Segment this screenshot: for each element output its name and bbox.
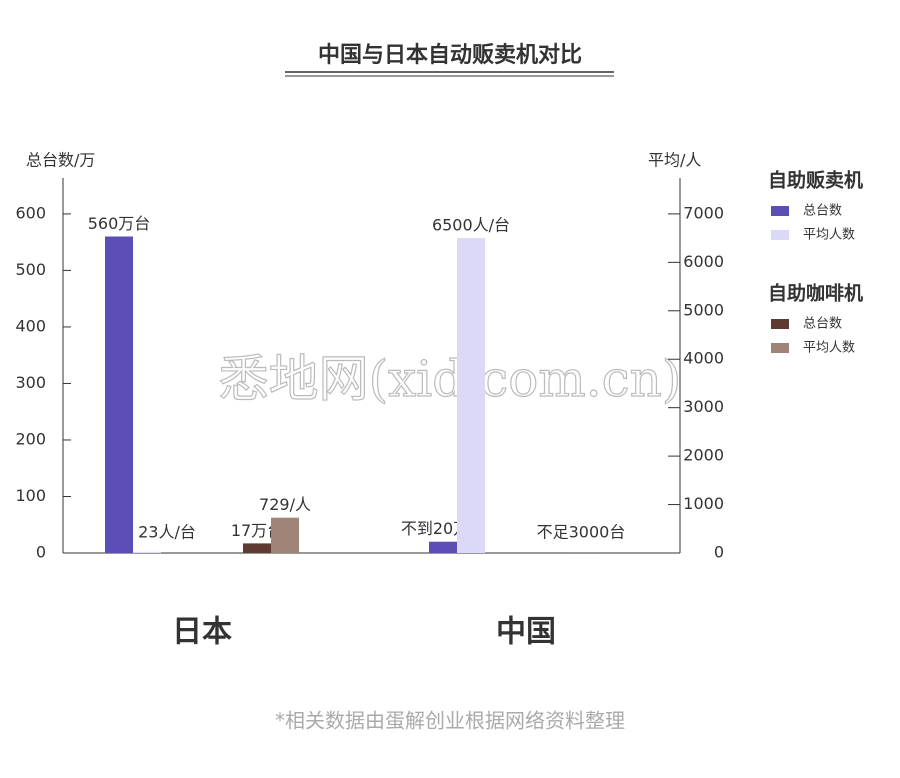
legend-swatch (771, 343, 789, 353)
legend-group-title: 自助咖啡机 (768, 282, 863, 305)
y2-tick-label: 0 (714, 543, 724, 562)
value-label: 17万台 (231, 521, 283, 540)
y-tick-label: 400 (15, 316, 46, 335)
bar (105, 236, 133, 554)
y-tick-label: 500 (15, 260, 46, 279)
y2-axis-label: 平均/人 (648, 151, 701, 170)
y2-tick-label: 3000 (683, 397, 724, 416)
legend-label: 平均人数 (803, 228, 855, 243)
legend-swatch (771, 319, 789, 329)
y2-tick-label: 1000 (683, 494, 724, 513)
y-tick-label: 0 (36, 543, 46, 562)
y-tick-label: 300 (15, 373, 46, 392)
value-label: 729/人 (259, 495, 311, 514)
legend-swatch (771, 230, 789, 240)
bar (429, 541, 457, 553)
value-label: 23人/台 (138, 523, 196, 542)
legend-label: 平均人数 (803, 341, 855, 356)
value-label: 6500人/台 (432, 216, 510, 235)
y2-tick-label: 5000 (683, 300, 724, 319)
bar (133, 551, 161, 553)
y2-tick-label: 2000 (683, 446, 724, 465)
y2-tick-label: 4000 (683, 349, 724, 368)
x-tick-label: 中国 (496, 615, 556, 650)
legend-label: 总台数 (803, 204, 842, 219)
y2-tick-label: 6000 (683, 252, 724, 271)
y-tick-label: 100 (15, 486, 46, 505)
bar (243, 543, 271, 553)
x-tick-label: 日本 (172, 615, 232, 650)
bar (457, 238, 485, 553)
value-label: 560万台 (88, 214, 151, 233)
legend-group-title: 自助贩卖机 (768, 169, 863, 192)
y-axis-label: 总台数/万 (26, 151, 95, 170)
y-tick-label: 600 (15, 203, 46, 222)
y2-tick-label: 7000 (683, 203, 724, 222)
chart-title: 中国与日本自动贩卖机对比 (318, 42, 582, 68)
legend-label: 总台数 (803, 317, 842, 332)
legend-swatch (771, 206, 789, 216)
bar (271, 517, 299, 553)
value-label: 不足3000台 (537, 523, 626, 542)
footnote: *相关数据由蛋解创业根据网络资料整理 (275, 709, 625, 733)
y-tick-label: 200 (15, 429, 46, 448)
watermark: 悉地网(xidicom.cn) (219, 350, 682, 408)
